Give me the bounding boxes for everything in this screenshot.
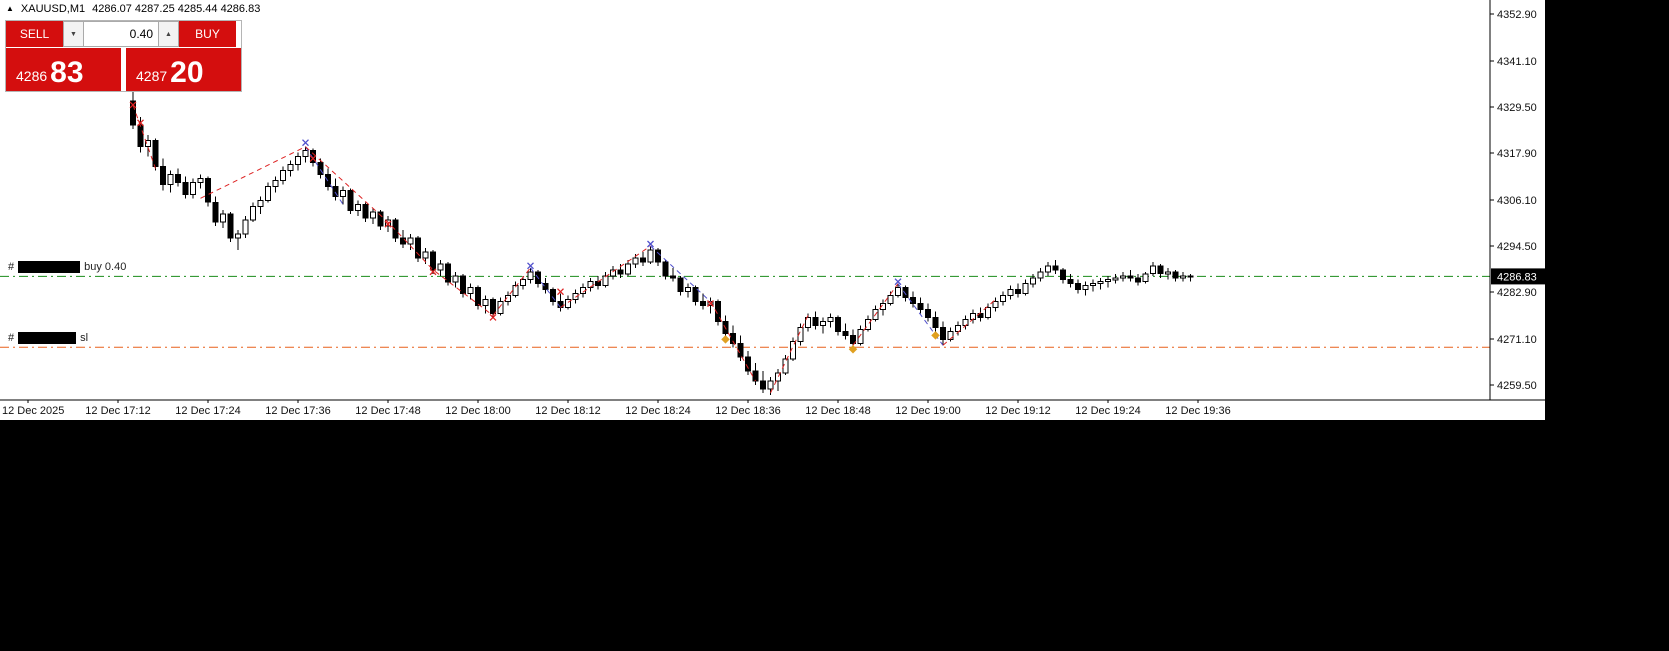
zigzag-line (650, 245, 711, 302)
symbol-period-label: XAUUSD,M1 (20, 3, 86, 15)
swing-marker (302, 139, 309, 147)
swing-marker (894, 278, 902, 286)
current-price-badge-text: 4286.83 (1497, 271, 1537, 283)
swing-marker (848, 345, 858, 354)
zigzag-line (852, 283, 899, 346)
zigzag-line (942, 299, 996, 346)
swing-marker (707, 300, 714, 308)
price-axis-label[interactable]: 4352.90 (1497, 9, 1537, 21)
zigzag-line (560, 245, 651, 308)
chart-title-bar: ▲ XAUUSD,M1 4286.07 4287.25 4285.44 4286… (6, 3, 260, 15)
price-axis-label[interactable]: 4294.50 (1497, 241, 1537, 253)
time-axis-label[interactable]: 12 Dec 18:48 (805, 405, 870, 417)
one-click-trading-panel: SELL ▼ ▲ BUY 4286 83 4287 20 (5, 20, 242, 92)
sell-button[interactable]: SELL (6, 21, 63, 47)
buy-position-text: buy 0.40 (84, 261, 127, 274)
price-axis-label[interactable]: 4259.50 (1497, 380, 1537, 392)
sl-position-text: sl (80, 332, 89, 345)
buy-button[interactable]: BUY (179, 21, 236, 47)
zigzag-line (305, 146, 494, 316)
price-axis-label[interactable]: 4306.10 (1497, 195, 1537, 207)
time-axis-label[interactable]: 12 Dec 19:12 (985, 405, 1050, 417)
zigzag-line (710, 301, 756, 382)
price-axis-label[interactable]: 4271.10 (1497, 334, 1537, 346)
ask-big-digits: 20 (170, 56, 204, 90)
swing-marker (489, 314, 497, 321)
buy-position-label[interactable]: # buy 0.40 (8, 261, 127, 274)
chevron-up-icon: ▲ (165, 30, 172, 38)
redacted-position-id (18, 261, 81, 274)
time-axis-label[interactable]: 12 Dec 17:36 (265, 405, 330, 417)
price-chart[interactable]: 4352.90 4341.10 4329.50 4317.90 4306.10 4294.… (0, 0, 1545, 420)
ohlc-values: 4286.07 4287.25 4285.44 4286.83 (92, 3, 261, 15)
redacted-sl-id (18, 332, 77, 345)
zigzag-line (492, 267, 531, 316)
swing-marker (721, 335, 730, 344)
time-axis-label[interactable]: 12 Dec 18:00 (445, 405, 510, 417)
price-axis-label[interactable]: 4329.50 (1497, 102, 1537, 114)
volume-increase-button[interactable]: ▲ (158, 21, 179, 47)
time-axis-label[interactable]: 12 Dec 17:12 (85, 405, 150, 417)
time-axis-label[interactable]: 12 Dec 2025 (2, 405, 64, 417)
time-axis-label[interactable]: 12 Dec 17:24 (175, 405, 240, 417)
sl-position-label[interactable]: # sl (8, 332, 89, 345)
time-axis-label[interactable]: 12 Dec 18:24 (625, 405, 690, 417)
time-axis-label[interactable]: 12 Dec 17:48 (355, 405, 420, 417)
volume-dropdown-button[interactable]: ▼ (63, 21, 84, 47)
position-id-hash: # (8, 332, 15, 345)
swing-marker (527, 262, 534, 270)
ask-main-digits: 4287 (136, 68, 168, 84)
symbol-icon: ▲ (6, 4, 14, 13)
time-axis-label[interactable]: 12 Dec 18:12 (535, 405, 600, 417)
chevron-down-icon: ▼ (70, 30, 77, 38)
zigzag-line (200, 146, 306, 199)
swing-marker (557, 288, 564, 296)
price-axis-label[interactable]: 4317.90 (1497, 148, 1537, 160)
bid-big-digits: 83 (50, 56, 84, 90)
volume-input[interactable] (84, 21, 158, 47)
order-controls-row: SELL ▼ ▲ BUY (6, 21, 241, 47)
price-axis-label[interactable]: 4341.10 (1497, 56, 1537, 68)
swing-marker (309, 155, 317, 163)
quote-boxes-row: 4286 83 4287 20 (6, 48, 241, 91)
time-axis-label[interactable]: 12 Dec 19:24 (1075, 405, 1140, 417)
swing-marker (647, 240, 654, 248)
bid-main-digits: 4286 (16, 68, 48, 84)
swing-marker (384, 220, 392, 228)
price-axis-label[interactable]: 4282.90 (1497, 287, 1537, 299)
swing-marker (137, 119, 144, 127)
swing-marker (129, 101, 137, 109)
position-id-hash: # (8, 261, 15, 274)
zigzag-line (132, 104, 156, 169)
current-price-badge (1491, 268, 1545, 285)
bid-price-box[interactable]: 4286 83 (6, 48, 121, 91)
chart-window[interactable]: 4352.90 4341.10 4329.50 4317.90 4306.10 4294.… (0, 0, 1545, 420)
time-axis-label[interactable]: 12 Dec 19:36 (1165, 405, 1230, 417)
zigzag-line (305, 146, 344, 205)
swing-marker (429, 268, 437, 276)
time-axis-label[interactable]: 12 Dec 18:36 (715, 405, 780, 417)
time-axis-label[interactable]: 12 Dec 19:00 (895, 405, 960, 417)
ask-price-box[interactable]: 4287 20 (126, 48, 241, 91)
zigzag-line (770, 315, 809, 394)
